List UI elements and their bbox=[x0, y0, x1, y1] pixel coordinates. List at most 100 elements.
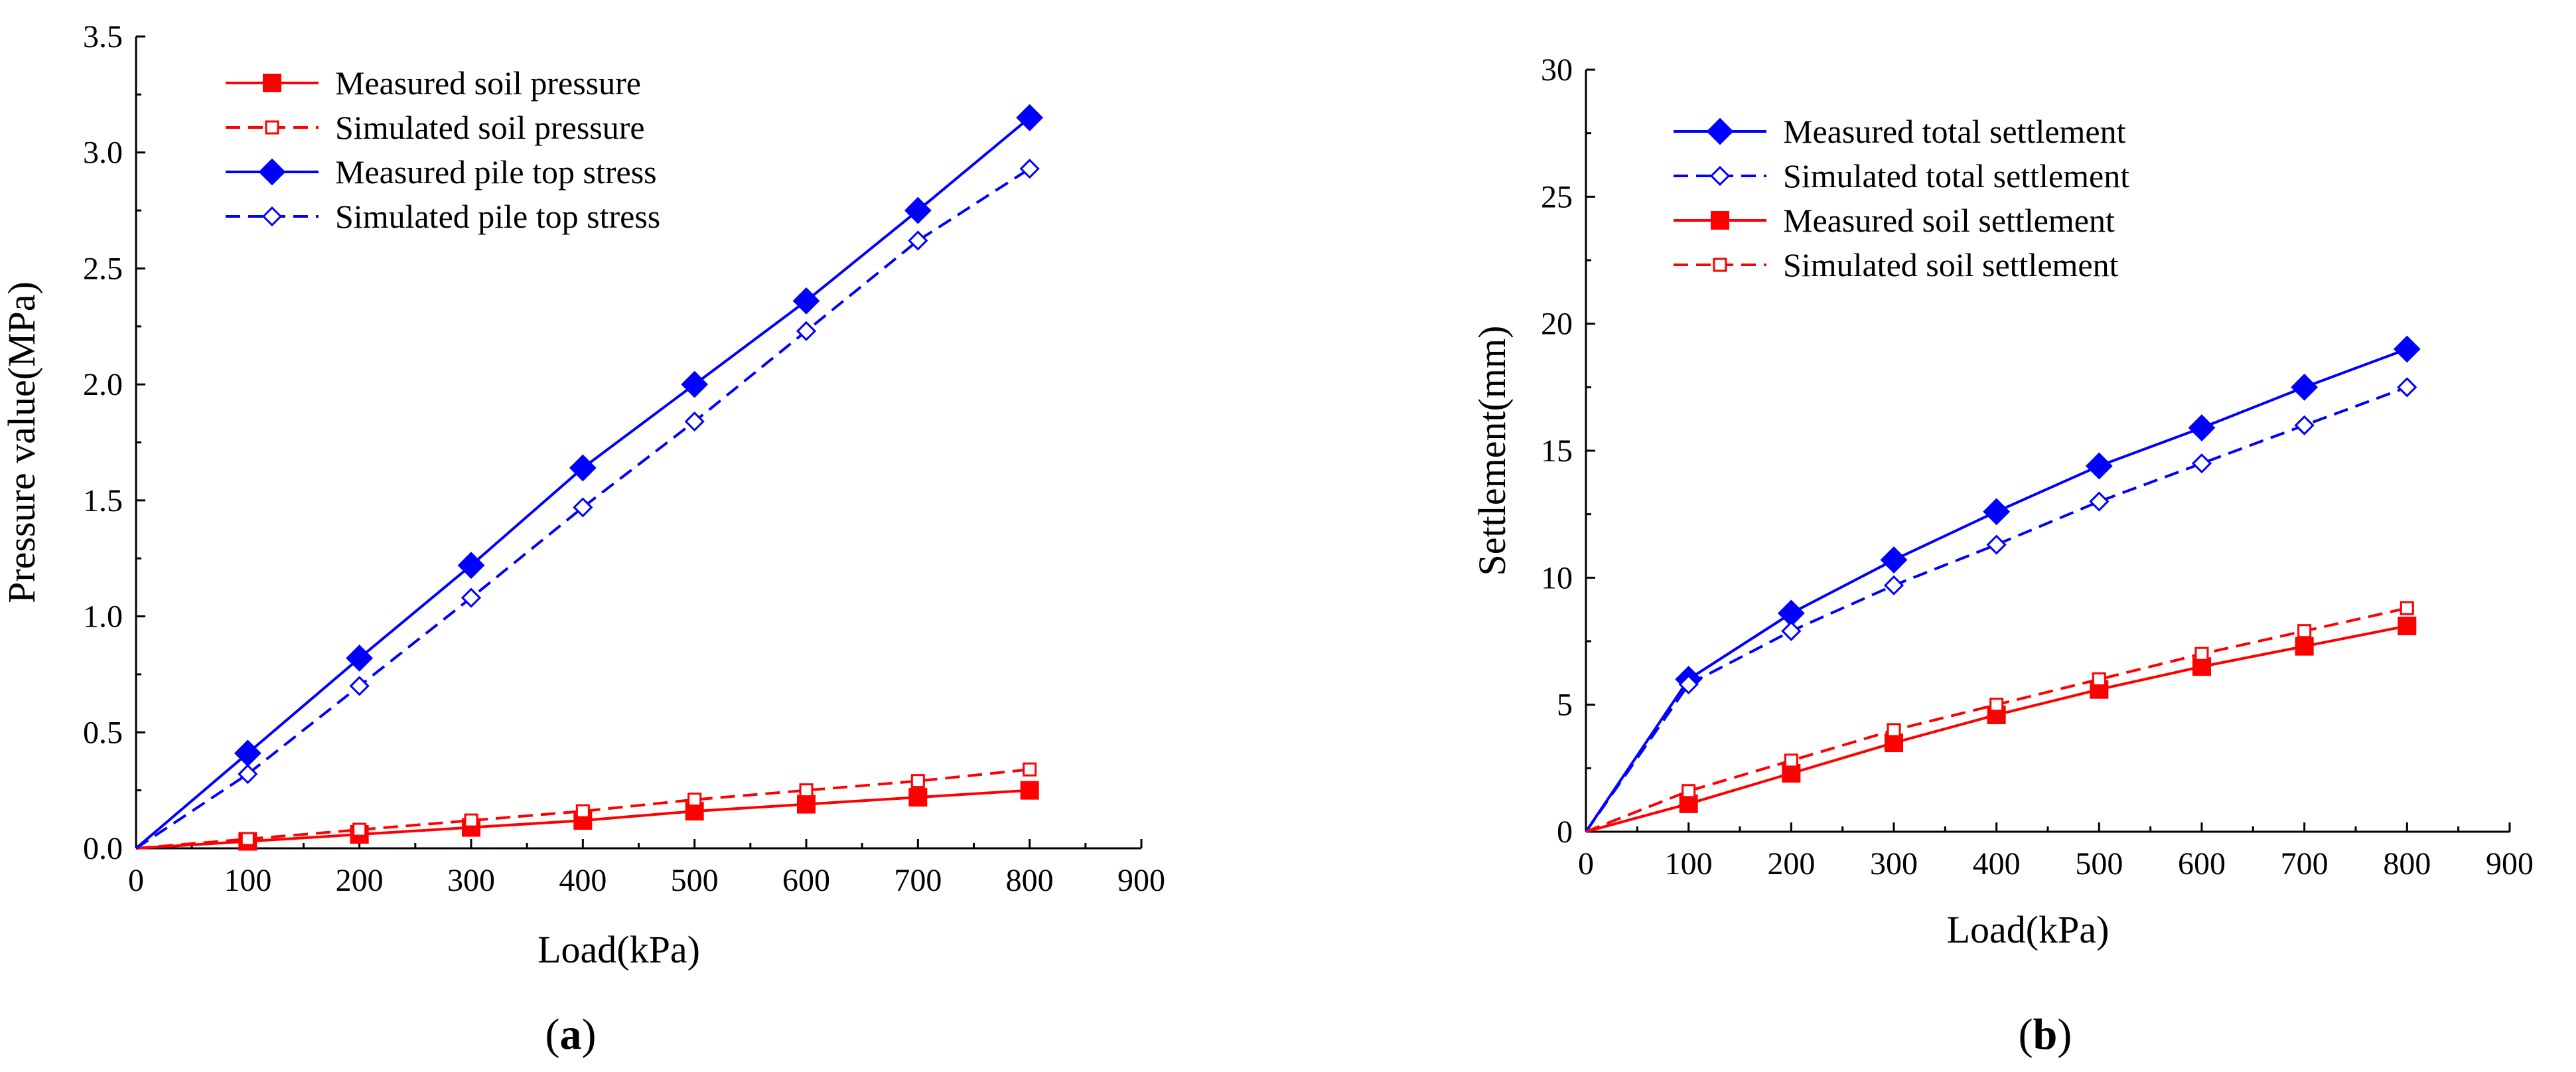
data-point bbox=[2397, 617, 2417, 636]
legend-label: Measured soil settlement bbox=[1783, 202, 2115, 239]
data-point bbox=[1678, 674, 1699, 695]
x-tick-label: 600 bbox=[782, 863, 830, 898]
data-point bbox=[569, 454, 597, 482]
data-point bbox=[1883, 575, 1904, 595]
y-tick-label: 1.0 bbox=[83, 599, 123, 635]
series-line bbox=[135, 167, 1031, 850]
data-point bbox=[2089, 491, 2110, 512]
legend-item: Measured pile top stress bbox=[226, 153, 657, 191]
y-tick-label: 3.0 bbox=[83, 135, 123, 171]
x-tick-label: 300 bbox=[1870, 846, 1918, 881]
data-point bbox=[2294, 415, 2315, 435]
legend-label: Simulated soil pressure bbox=[335, 109, 645, 146]
chart-panel-b: 0 100 200 300 400 500 600 700 800 900 0 5 10 15 20 25 30… bbox=[1470, 52, 2534, 1059]
panel-label: (a) bbox=[545, 1010, 597, 1059]
data-point bbox=[2297, 624, 2312, 639]
data-point bbox=[1784, 753, 1798, 768]
data-point bbox=[2295, 637, 2314, 656]
legend: Measured soil pressure Simulated soil pre… bbox=[226, 64, 660, 235]
x-tick-label: 200 bbox=[1767, 846, 1815, 881]
y-tick-label: 3.5 bbox=[83, 19, 123, 54]
y-tick-label: 5 bbox=[1557, 688, 1573, 723]
data-point bbox=[2191, 453, 2212, 474]
data-point bbox=[2194, 647, 2209, 661]
series-measured-soil-settlement bbox=[1585, 617, 2417, 833]
data-point bbox=[346, 645, 374, 672]
data-point bbox=[2291, 373, 2319, 401]
data-point bbox=[352, 822, 367, 837]
data-point bbox=[797, 795, 816, 814]
legend-label: Measured pile top stress bbox=[335, 153, 657, 191]
x-axis-title: Load(kPa) bbox=[1947, 908, 2110, 951]
series-measured-pile-top-stress bbox=[135, 104, 1044, 850]
x-tick-label: 300 bbox=[447, 863, 495, 898]
data-point bbox=[2399, 601, 2414, 615]
data-point bbox=[1016, 104, 1044, 131]
data-point bbox=[464, 813, 478, 828]
x-axis-title: Load(kPa) bbox=[537, 928, 700, 971]
x-tick-label: 200 bbox=[336, 863, 384, 898]
x-tick-label: 0 bbox=[1578, 846, 1594, 881]
y-tick-label: 0.0 bbox=[83, 831, 123, 866]
data-point bbox=[908, 230, 928, 251]
x-tick-label: 100 bbox=[224, 863, 271, 898]
legend-item: Measured soil pressure bbox=[226, 64, 641, 102]
data-point bbox=[1887, 723, 1901, 737]
series-simulated-soil-pressure bbox=[135, 762, 1037, 850]
y-tick-label: 1.5 bbox=[83, 483, 123, 518]
legend-marker bbox=[1713, 258, 1727, 272]
data-point bbox=[1682, 784, 1696, 799]
legend-label: Measured soil pressure bbox=[335, 64, 641, 102]
legend-item: Measured soil settlement bbox=[1674, 202, 2115, 239]
data-point bbox=[684, 411, 705, 432]
data-point bbox=[349, 676, 370, 696]
data-point bbox=[2393, 335, 2421, 363]
chart-panel-a: 0 100 200 300 400 500 600 700 800 900 0.0 0.5 1.0 1.5… bbox=[0, 19, 1165, 1059]
series-line bbox=[1585, 386, 2408, 833]
data-point bbox=[1781, 621, 1802, 641]
legend-label: Simulated pile top stress bbox=[335, 198, 660, 235]
legend-marker bbox=[1709, 165, 1731, 187]
legend: Measured total settlement Simulated total… bbox=[1674, 113, 2129, 283]
series-simulated-total-settlement bbox=[1585, 377, 2417, 833]
data-point bbox=[681, 370, 709, 398]
x-tick-label: 400 bbox=[1973, 846, 2021, 881]
data-point bbox=[2188, 414, 2216, 441]
x-tick-label: 100 bbox=[1665, 846, 1713, 881]
legend-item: Simulated pile top stress bbox=[226, 198, 660, 235]
x-tick-label: 400 bbox=[559, 863, 607, 898]
x-tick-label: 600 bbox=[2178, 846, 2226, 881]
x-tick-label: 800 bbox=[1006, 863, 1054, 898]
data-point bbox=[1023, 762, 1037, 777]
x-tick-label: 700 bbox=[894, 863, 942, 898]
data-point bbox=[2085, 452, 2113, 480]
legend-marker bbox=[261, 206, 283, 227]
x-tick-label: 0 bbox=[128, 863, 144, 898]
data-point bbox=[457, 552, 485, 579]
data-point bbox=[1880, 546, 1908, 574]
data-point bbox=[792, 287, 820, 315]
x-tick-label: 900 bbox=[2486, 846, 2534, 881]
data-point bbox=[1019, 159, 1040, 179]
y-tick-label: 0.5 bbox=[83, 715, 123, 750]
data-point bbox=[910, 774, 925, 789]
series-measured-total-settlement bbox=[1585, 335, 2421, 833]
data-point bbox=[575, 804, 590, 818]
data-point bbox=[1986, 534, 2007, 555]
x-tick-label: 800 bbox=[2383, 846, 2431, 881]
data-point bbox=[2092, 672, 2106, 686]
data-point bbox=[238, 764, 258, 785]
legend-marker bbox=[263, 74, 281, 92]
legend-item: Simulated total settlement bbox=[1674, 157, 2129, 194]
legend-label: Measured total settlement bbox=[1783, 113, 2126, 150]
x-tick-label: 900 bbox=[1117, 863, 1165, 898]
data-point bbox=[908, 788, 928, 807]
panel-label: (b) bbox=[2019, 1010, 2072, 1059]
y-tick-label: 15 bbox=[1541, 433, 1573, 469]
y-tick-label: 2.5 bbox=[83, 251, 123, 286]
y-tick-label: 20 bbox=[1541, 307, 1573, 342]
legend-marker bbox=[1706, 117, 1734, 145]
series-line bbox=[135, 768, 1030, 850]
legend-item: Simulated soil pressure bbox=[226, 109, 645, 146]
